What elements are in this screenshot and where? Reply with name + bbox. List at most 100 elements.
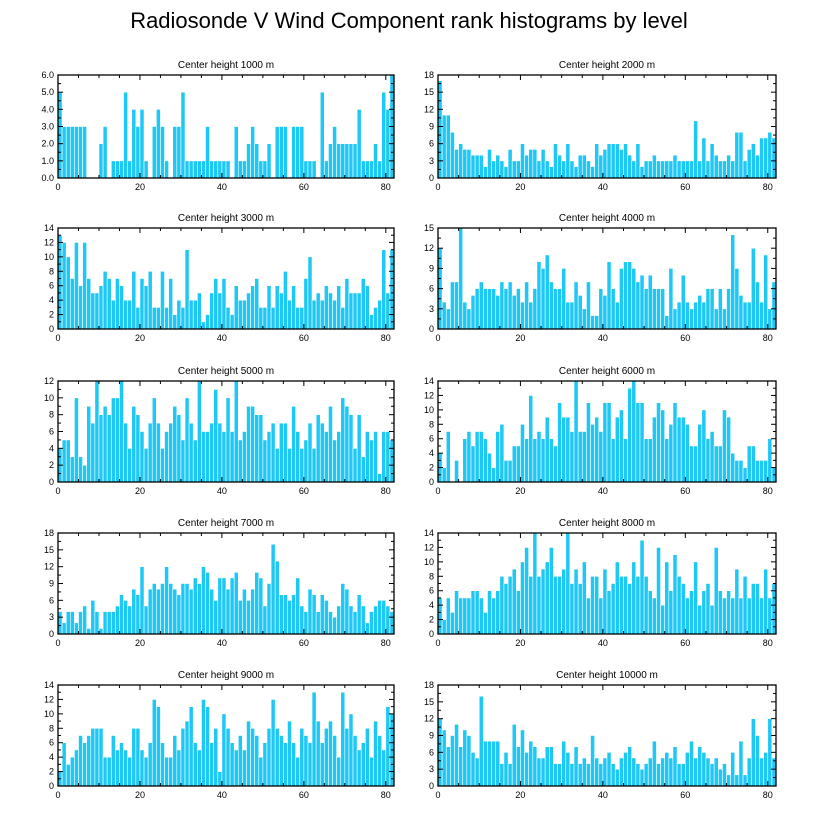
bar (217, 160, 223, 179)
bar (511, 568, 517, 635)
bar (184, 160, 190, 179)
bar (548, 438, 554, 483)
bar (266, 143, 272, 179)
bar (520, 423, 525, 483)
bar (672, 402, 678, 483)
bar (738, 460, 744, 483)
bar (536, 575, 542, 635)
bar (356, 292, 362, 330)
bar (233, 285, 239, 330)
bar (143, 756, 149, 787)
bar (328, 292, 333, 330)
bar (143, 285, 149, 330)
bar (344, 727, 350, 787)
bar (697, 423, 703, 483)
bar (639, 166, 645, 179)
bar (755, 154, 760, 179)
y-tick-label: 6 (429, 434, 434, 444)
bar (205, 126, 210, 179)
bar (561, 268, 567, 330)
bar (450, 131, 455, 179)
bar (217, 422, 223, 483)
bar (266, 583, 272, 635)
bar (511, 723, 517, 787)
bar (82, 242, 87, 330)
bar (86, 735, 92, 787)
bar (445, 431, 451, 483)
bar (746, 301, 752, 330)
bar (569, 763, 575, 787)
bar (94, 727, 100, 787)
bar (98, 414, 104, 483)
bar (668, 590, 674, 635)
bar (738, 295, 744, 330)
bar (569, 160, 575, 179)
bar (348, 605, 354, 635)
bar (221, 577, 227, 635)
bar (147, 422, 153, 483)
bar (242, 431, 247, 483)
bar (656, 763, 661, 787)
y-tick-label: 3 (429, 304, 434, 314)
bar (746, 757, 752, 787)
bar (65, 126, 71, 179)
bar (332, 299, 337, 330)
panel-title: Center height 3000 m (178, 213, 274, 224)
bar (458, 227, 464, 330)
bar (336, 285, 342, 330)
bar (734, 460, 740, 483)
bar (602, 402, 608, 483)
bar (69, 126, 75, 179)
bar (160, 583, 165, 635)
bar (168, 422, 174, 483)
bar (474, 288, 480, 330)
bar (652, 740, 657, 787)
y-tick-label: 8 (429, 571, 434, 581)
panel-8: Center height 8000 m 0 20 40 60 80 0 2 4 6 8 10 12 14 (424, 518, 777, 648)
bar (668, 423, 674, 483)
bar (693, 445, 698, 483)
bar (164, 756, 169, 787)
bar (454, 590, 459, 635)
x-tick-label: 20 (515, 486, 525, 496)
x-tick-label: 80 (381, 182, 391, 192)
bar (270, 307, 276, 330)
bar (524, 752, 529, 787)
bar (344, 278, 350, 330)
bar (577, 154, 583, 179)
y-tick-label: 9 (429, 122, 434, 132)
bar (672, 154, 678, 179)
bar (311, 299, 317, 330)
bar (225, 588, 231, 635)
bar (635, 281, 641, 330)
bar (246, 292, 251, 330)
bar (499, 281, 505, 330)
bar (499, 423, 505, 483)
bar (164, 307, 169, 330)
bar (680, 416, 686, 483)
bar (676, 416, 682, 483)
y-tick-label: 0 (49, 324, 54, 334)
panel-3: Center height 3000 m 0 20 40 60 80 0 2 4 6 8 10 12 14 (44, 213, 395, 343)
bar (303, 278, 309, 330)
bar (295, 307, 301, 330)
bar (303, 160, 309, 179)
bar (631, 380, 637, 483)
bar (225, 397, 231, 483)
bar (516, 445, 521, 483)
bar (385, 706, 391, 787)
bar (557, 575, 562, 635)
bar (664, 752, 670, 787)
bar (730, 160, 736, 179)
y-tick-label: 8 (429, 419, 434, 429)
bar (755, 460, 760, 483)
bar (717, 160, 723, 179)
bar (131, 109, 137, 179)
bar (332, 735, 337, 787)
bar (569, 583, 575, 635)
bar (586, 402, 591, 483)
bar (266, 431, 272, 483)
x-tick-label: 60 (299, 790, 309, 800)
bar (507, 460, 513, 483)
bar (242, 299, 247, 330)
